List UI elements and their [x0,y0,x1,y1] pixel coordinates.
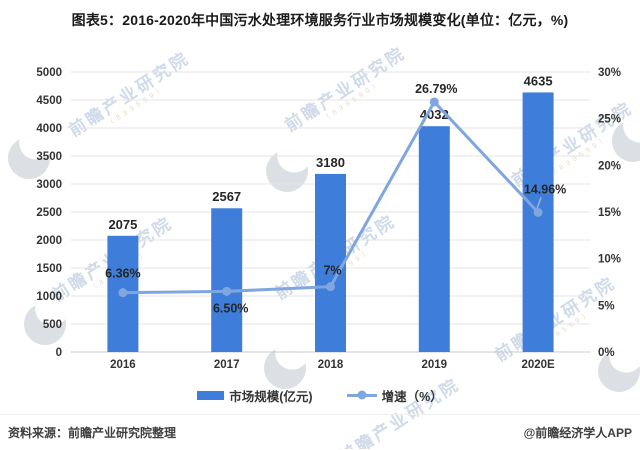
legend-label-market-size: 市场规模(亿元) [229,389,313,404]
left-axis-tick: 5000 [36,67,62,79]
x-axis-label-2019: 2019 [422,359,448,371]
right-axis-tick: 25% [598,114,621,126]
line-marker-2017 [222,286,232,296]
bar-series-swatch-icon [197,390,225,400]
bar-value-label: 4635 [524,73,553,88]
right-axis-tick: 10% [598,254,621,266]
footer: 资料来源：前瞻产业研究院整理 @前瞻经济学人APP [0,414,640,450]
left-axis-tick: 500 [43,319,62,331]
growth-value-label: 14.96% [524,182,566,196]
bar-value-label: 2075 [108,217,137,232]
right-axis-tick: 20% [598,160,621,172]
chart-title: 图表5：2016-2020年中国污水处理环境服务行业市场规模变化(单位：亿元，%… [71,12,569,28]
left-axis-tick: 3500 [36,151,62,163]
legend-item-growth: 增速（%） [346,386,443,405]
left-axis-tick: 1000 [36,291,62,303]
legend-label-growth: 增速（%） [381,389,443,404]
x-axis-label-2020E: 2020E [521,359,555,371]
left-axis-tick: 1500 [36,263,62,275]
data-source-text: 资料来源：前瞻产业研究院整理 [8,426,177,440]
bar-value-label: 2567 [212,189,241,204]
line-marker-2018 [326,282,335,292]
line-marker-2020E [533,207,543,217]
growth-value-label: 7% [323,264,341,278]
right-axis-tick: 0% [598,347,615,359]
left-axis-tick: 4000 [36,123,62,135]
left-axis-tick: 2000 [36,235,62,247]
chart-legend: 市场规模(亿元) 增速（%） [0,386,640,404]
bar-2020E [522,92,554,352]
growth-value-label: 26.79% [415,82,457,96]
legend-item-market-size: 市场规模(亿元) [197,386,313,405]
left-axis-tick: 4500 [36,95,62,107]
credit-text: @前瞻经济学人APP [523,426,632,440]
x-axis-label-2017: 2017 [214,359,240,371]
left-axis-tick: 3000 [36,179,62,191]
right-axis-tick: 30% [598,67,621,79]
line-marker-2016 [118,288,128,298]
growth-value-label: 6.50% [213,301,248,315]
growth-value-label: 6.36% [105,267,140,281]
line-marker-2019 [429,97,439,107]
bar-2018 [315,173,346,352]
label-leader-line [536,197,542,209]
x-axis-label-2018: 2018 [318,359,344,371]
x-axis-label-2016: 2016 [110,359,136,371]
bar-2019 [418,126,450,352]
line-series-swatch-icon [346,390,377,400]
right-axis-tick: 15% [598,207,621,219]
combo-chart: 5000450040003500300025002000150010005000… [36,67,621,371]
left-axis-tick: 0 [56,347,62,359]
bar-value-label: 3180 [316,155,345,170]
left-axis-tick: 2500 [36,207,62,219]
bar-2017 [211,208,243,352]
right-axis-tick: 5% [598,300,615,312]
